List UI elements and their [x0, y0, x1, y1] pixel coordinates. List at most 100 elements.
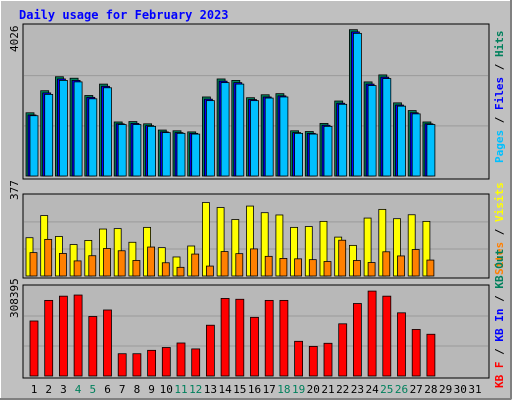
- x-label-day-6: 6: [104, 383, 111, 396]
- bar-kb-f-day-25: [382, 295, 392, 377]
- bar-sites-day-16: [250, 248, 258, 277]
- bar-sites-day-8: [132, 260, 141, 277]
- bar-visits-day-28: [422, 220, 431, 277]
- bar-kb-f-day-12: [191, 348, 201, 377]
- bar-visits-day-15: [231, 219, 240, 277]
- bar-pages-day-19: [294, 132, 304, 177]
- bar-pages-day-27: [411, 113, 421, 177]
- x-label-day-14: 14: [218, 383, 232, 396]
- x-label-day-18: 18: [277, 383, 290, 396]
- bar-sites-day-21: [323, 261, 332, 277]
- bar-kb-f-day-6: [103, 309, 112, 377]
- bar-pages-day-21: [323, 125, 333, 177]
- bar-kb-f-day-15: [235, 298, 245, 377]
- bar-visits-day-4: [69, 244, 78, 277]
- legend-panel-3: KB F / KB In / KB Out: [493, 249, 506, 388]
- bar-kb-f-day-21: [323, 342, 333, 377]
- x-label-day-25: 25: [380, 383, 393, 396]
- x-label-day-15: 15: [233, 383, 246, 396]
- bar-pages-day-15: [235, 83, 245, 177]
- legend-sep: /: [493, 289, 506, 309]
- bar-pages-day-25: [382, 78, 392, 177]
- bar-sites-day-23: [352, 260, 361, 277]
- bar-sites-day-6: [103, 248, 111, 277]
- legend-panel-1: Pages / Files / Hits: [493, 31, 506, 164]
- bar-kb-f-day-8: [132, 353, 142, 377]
- x-label-day-28: 28: [424, 383, 437, 396]
- bar-sites-day-19: [294, 258, 303, 277]
- bar-sites-day-4: [73, 260, 82, 277]
- bar-sites-day-14: [220, 251, 229, 277]
- bar-kb-f-day-18: [279, 299, 289, 377]
- bar-pages-day-18: [279, 96, 289, 177]
- chart-title: Daily usage for February 2023: [19, 8, 229, 22]
- bar-visits-day-18: [275, 214, 284, 277]
- bar-kb-f-day-26: [397, 312, 406, 377]
- bar-kb-f-day-11: [176, 342, 186, 377]
- bar-kb-f-day-7: [117, 353, 127, 377]
- bar-pages-day-23: [352, 32, 362, 177]
- bar-sites-day-13: [205, 265, 214, 277]
- x-label-day-13: 13: [204, 383, 217, 396]
- legend-files: Files: [493, 77, 506, 110]
- legend-hits: Hits: [493, 31, 506, 58]
- x-label-day-8: 8: [134, 383, 141, 396]
- legend-sep: /: [493, 342, 506, 362]
- legend-sep: /: [493, 222, 506, 242]
- x-label-day-21: 21: [321, 383, 334, 396]
- bar-pages-day-24: [367, 85, 377, 177]
- bar-kb-f-day-14: [220, 298, 230, 377]
- bar-sites-day-22: [338, 239, 347, 277]
- bar-kb-f-day-16: [250, 316, 259, 377]
- x-label-day-20: 20: [307, 383, 320, 396]
- bar-kb-f-day-20: [308, 345, 318, 377]
- x-label-day-24: 24: [365, 383, 379, 396]
- legend-sep: /: [493, 110, 506, 130]
- bar-visits-day-13: [201, 202, 210, 277]
- x-label-day-22: 22: [336, 383, 349, 396]
- bar-sites-day-15: [235, 253, 244, 277]
- y-max-label-panel-1: 4026: [8, 26, 21, 53]
- x-axis-day-labels: 1 2 3 4 5 6 7 8 9 10 11 12 13 14 15 16 17 18 19 20 21 22 23 24 2…: [31, 383, 482, 396]
- bar-visits-day-25: [378, 208, 387, 277]
- legend-pages: Pages: [493, 130, 506, 163]
- bar-sites-day-26: [397, 255, 405, 277]
- bar-pages-day-16: [250, 100, 259, 177]
- bar-visits-day-10: [157, 247, 166, 277]
- bar-kb-f-day-22: [338, 323, 348, 377]
- bar-pages-day-11: [176, 132, 186, 177]
- bar-visits-day-27: [407, 214, 416, 277]
- bar-visits-day-16: [246, 205, 254, 277]
- bar-kb-f-day-3: [59, 295, 68, 377]
- x-label-day-5: 5: [89, 383, 96, 396]
- bar-pages-day-4: [73, 81, 83, 177]
- bar-kb-f-day-13: [205, 324, 215, 377]
- bar-sites-day-3: [59, 253, 67, 277]
- bar-kb-f-day-1: [29, 320, 39, 377]
- x-label-day-31: 31: [468, 383, 481, 396]
- x-label-day-19: 19: [292, 383, 305, 396]
- bar-pages-day-10: [161, 132, 171, 177]
- bar-sites-day-18: [279, 258, 288, 277]
- bar-pages-day-5: [88, 98, 98, 177]
- bar-kb-f-day-9: [147, 349, 157, 377]
- bar-sites-day-27: [411, 249, 420, 277]
- x-label-day-16: 16: [248, 383, 261, 396]
- bar-visits-day-11: [172, 256, 181, 277]
- bar-kb-f-day-4: [73, 294, 83, 377]
- bar-sites-day-2: [44, 238, 53, 277]
- bar-kb-f-day-2: [44, 299, 54, 377]
- bar-pages-day-8: [132, 124, 142, 177]
- bar-kb-f-day-27: [411, 329, 421, 377]
- y-max-label-panel-3: 308395: [8, 278, 21, 318]
- bar-visits-day-8: [128, 241, 137, 277]
- bar-kb-f-day-19: [294, 340, 304, 377]
- legend-sep: /: [493, 57, 506, 77]
- x-label-day-27: 27: [410, 383, 423, 396]
- bar-pages-day-14: [220, 82, 230, 177]
- bar-kb-f-day-23: [352, 303, 362, 377]
- bar-kb-f-day-5: [88, 316, 98, 377]
- bar-sites-day-28: [426, 259, 435, 277]
- bar-kb-f-day-10: [161, 347, 171, 377]
